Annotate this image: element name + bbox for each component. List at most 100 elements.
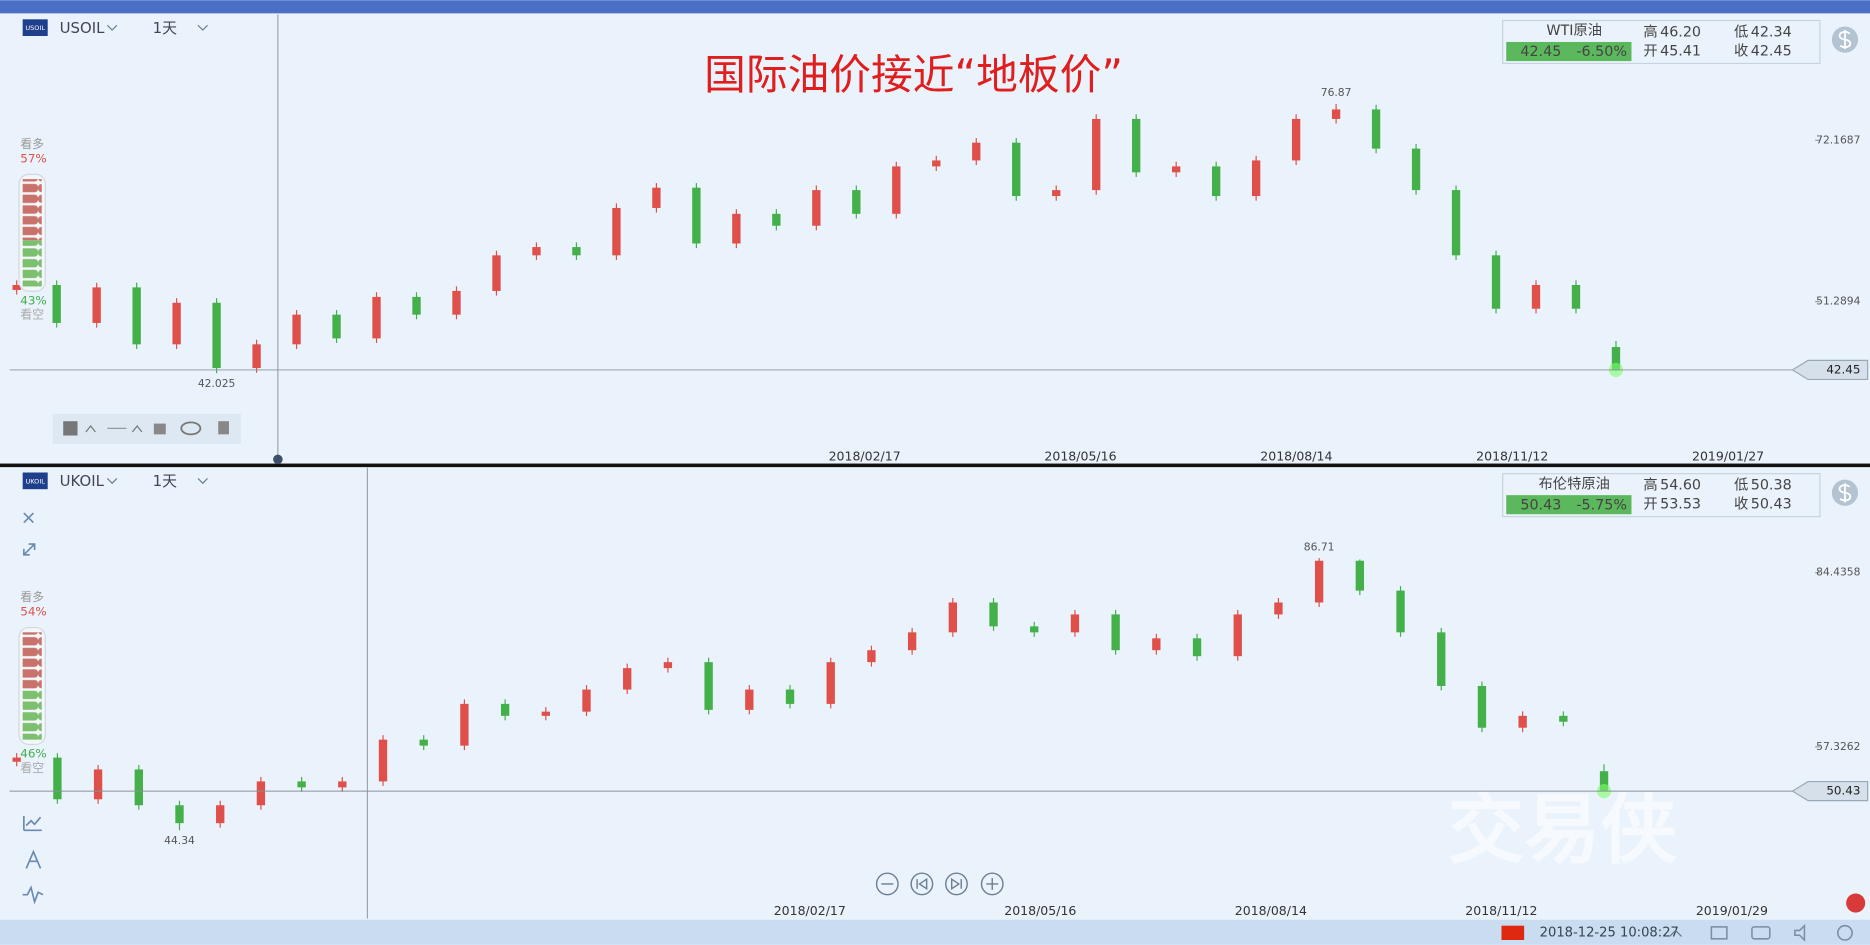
price-tag xyxy=(1791,359,1869,381)
symbol[interactable]: UKOIL xyxy=(60,472,105,490)
candle-body xyxy=(12,284,21,290)
symbol-icon-label: UKOIL xyxy=(25,477,45,485)
quote-field-label: 开 xyxy=(1643,44,1657,60)
lock-button[interactable] xyxy=(153,423,166,435)
expand-button[interactable] xyxy=(23,543,36,556)
go-start[interactable] xyxy=(910,872,934,896)
y-tick-label: 84.4358 xyxy=(1816,566,1861,579)
status-icons xyxy=(1710,923,1853,942)
candle-body xyxy=(53,757,62,800)
candle-body xyxy=(1132,118,1141,173)
candle-body xyxy=(732,213,741,244)
candle-body xyxy=(852,190,861,214)
quote-field-label: 收 xyxy=(1734,43,1748,60)
zoom-out[interactable] xyxy=(875,872,899,896)
candle-body xyxy=(582,689,591,712)
dropdown-arrow[interactable] xyxy=(106,478,118,485)
quote-field-value: 53.53 xyxy=(1660,497,1701,513)
candle-body xyxy=(745,689,754,710)
candle-body xyxy=(93,769,103,800)
zoom-in[interactable] xyxy=(980,872,1004,896)
candle-body xyxy=(1251,160,1261,197)
candle-body xyxy=(134,769,143,806)
candle-body xyxy=(132,287,141,345)
candle-body xyxy=(372,296,381,339)
candle-body xyxy=(1437,632,1446,686)
candle-body xyxy=(338,781,347,788)
pane-separator xyxy=(0,463,1870,468)
candle-body xyxy=(1331,109,1341,119)
quote-field-value: 50.43 xyxy=(1751,497,1792,513)
watermark: 交易侠 xyxy=(1448,785,1678,874)
delete-button[interactable] xyxy=(218,421,229,435)
dropdown[interactable] xyxy=(131,425,143,433)
y-tick-label: 57.3262 xyxy=(1816,740,1860,753)
candle-body xyxy=(1599,771,1609,792)
dropdown-arrow[interactable] xyxy=(197,24,208,31)
candle-body xyxy=(332,314,341,339)
candle-body xyxy=(378,739,388,782)
quote-field-value: 42.45 xyxy=(1751,44,1792,60)
candle-body xyxy=(419,739,428,746)
interval[interactable]: 1天 xyxy=(153,472,177,490)
screenshot-button[interactable] xyxy=(1751,926,1771,940)
high-label: 76.87 xyxy=(1321,86,1352,99)
go-end[interactable] xyxy=(945,872,968,896)
candle-body xyxy=(652,187,661,208)
quote-badge xyxy=(1506,41,1632,62)
dropdown-arrow[interactable] xyxy=(106,24,118,31)
price-tag-label: 42.45 xyxy=(1826,362,1860,376)
candle-body xyxy=(612,207,621,256)
currency-sign xyxy=(1838,483,1852,503)
candle-body xyxy=(1052,190,1061,197)
settings-button[interactable] xyxy=(1837,924,1853,941)
candle-body xyxy=(907,632,917,651)
candle-body xyxy=(772,213,781,226)
quote-field-label: 高 xyxy=(1643,23,1657,40)
candle-body xyxy=(1491,255,1501,309)
visibility-button[interactable] xyxy=(180,421,202,436)
quote-field-label: 开 xyxy=(1643,497,1657,513)
candle-body xyxy=(492,255,501,291)
candle-body xyxy=(1012,142,1021,197)
candle-body xyxy=(532,247,541,256)
candle-body xyxy=(292,314,301,345)
candle-body xyxy=(989,602,998,627)
candle-body xyxy=(704,662,713,710)
gauge-bear xyxy=(22,240,42,287)
quote-field-label: 收 xyxy=(1734,496,1748,513)
indicator-button[interactable] xyxy=(23,815,42,832)
gauge-bear xyxy=(22,690,42,740)
draw-button[interactable] xyxy=(25,849,42,869)
status-toggle[interactable] xyxy=(1669,929,1682,937)
bear-label: 看空 xyxy=(20,761,44,775)
dropdown[interactable] xyxy=(85,425,96,433)
color-button[interactable] xyxy=(63,421,78,436)
candle-body xyxy=(52,284,61,323)
candle-body xyxy=(948,602,958,633)
bull-label: 看多 xyxy=(20,590,44,604)
interval[interactable]: 1天 xyxy=(153,19,177,37)
candle-body xyxy=(212,302,221,369)
close-button[interactable] xyxy=(23,512,34,524)
candle-body xyxy=(1070,614,1080,633)
nav-buttons xyxy=(875,872,1004,896)
sound-button[interactable] xyxy=(1794,923,1806,942)
wave-button[interactable] xyxy=(22,885,44,905)
symbol-icon xyxy=(22,472,48,490)
gauge-bull xyxy=(22,179,42,241)
status-bar xyxy=(0,919,1870,945)
candle-body xyxy=(1355,560,1365,591)
low-label: 44.34 xyxy=(164,834,195,847)
quote-change: -6.50% xyxy=(1576,44,1627,60)
top-bar xyxy=(0,0,1870,14)
candle-body xyxy=(500,703,510,716)
crosshair-handle[interactable] xyxy=(273,454,283,465)
alert-button[interactable] xyxy=(1846,893,1866,913)
candle-body xyxy=(1531,284,1541,309)
window-button[interactable] xyxy=(1710,926,1728,940)
quote-change: -5.75% xyxy=(1576,497,1627,513)
dropdown-arrow[interactable] xyxy=(197,478,208,485)
symbol[interactable]: USOIL xyxy=(60,19,105,37)
